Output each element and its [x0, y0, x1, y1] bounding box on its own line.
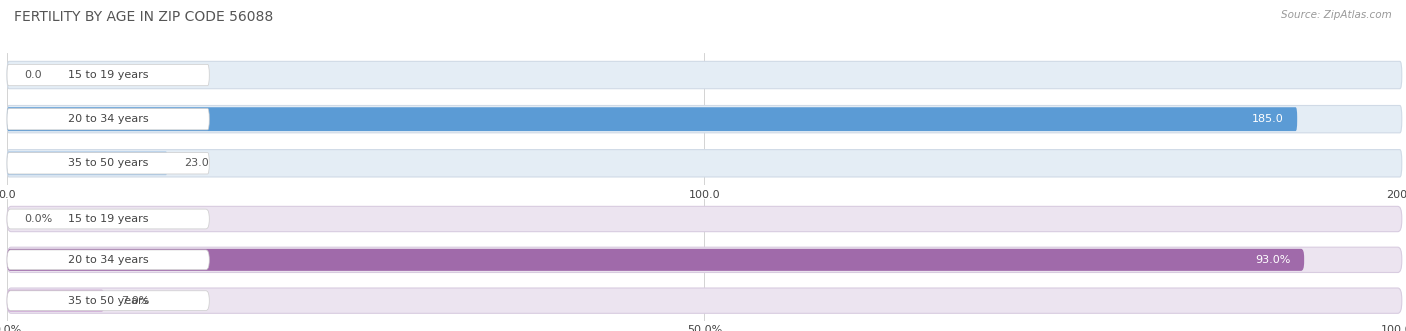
FancyBboxPatch shape: [7, 288, 1402, 313]
Text: FERTILITY BY AGE IN ZIP CODE 56088: FERTILITY BY AGE IN ZIP CODE 56088: [14, 10, 273, 24]
FancyBboxPatch shape: [7, 209, 209, 229]
Text: 15 to 19 years: 15 to 19 years: [67, 70, 149, 80]
Text: 35 to 50 years: 35 to 50 years: [67, 296, 149, 306]
FancyBboxPatch shape: [7, 249, 1305, 271]
FancyBboxPatch shape: [7, 109, 209, 130]
Text: 20 to 34 years: 20 to 34 years: [67, 114, 149, 124]
FancyBboxPatch shape: [7, 291, 209, 310]
FancyBboxPatch shape: [7, 247, 1402, 272]
FancyBboxPatch shape: [7, 250, 209, 270]
FancyBboxPatch shape: [7, 106, 1402, 133]
Text: 20 to 34 years: 20 to 34 years: [67, 255, 149, 265]
FancyBboxPatch shape: [7, 290, 104, 312]
Text: Source: ZipAtlas.com: Source: ZipAtlas.com: [1281, 10, 1392, 20]
Text: 15 to 19 years: 15 to 19 years: [67, 214, 149, 224]
Text: 35 to 50 years: 35 to 50 years: [67, 158, 149, 168]
Text: 23.0: 23.0: [184, 158, 209, 168]
FancyBboxPatch shape: [7, 153, 209, 174]
FancyBboxPatch shape: [7, 61, 1402, 89]
FancyBboxPatch shape: [7, 150, 1402, 177]
FancyBboxPatch shape: [7, 151, 167, 175]
FancyBboxPatch shape: [7, 107, 1298, 131]
FancyBboxPatch shape: [7, 206, 1402, 232]
Text: 0.0: 0.0: [24, 70, 41, 80]
FancyBboxPatch shape: [7, 64, 209, 86]
Text: 185.0: 185.0: [1251, 114, 1284, 124]
Text: 0.0%: 0.0%: [24, 214, 52, 224]
Text: 93.0%: 93.0%: [1254, 255, 1291, 265]
Text: 7.0%: 7.0%: [121, 296, 150, 306]
